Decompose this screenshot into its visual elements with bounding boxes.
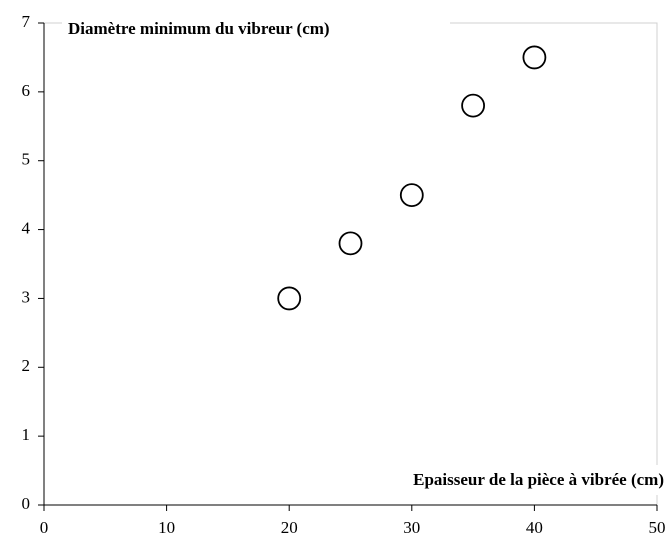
y-tick-label: 6	[22, 81, 31, 100]
y-tick-label: 1	[22, 425, 31, 444]
point	[338, 231, 363, 256]
point	[399, 183, 424, 208]
x-tick-label: 50	[649, 518, 666, 537]
plot-frame	[43, 22, 658, 506]
y-axis-label: Diamètre minimum du vibreur (cm)	[68, 19, 330, 38]
x-axis-label: Epaisseur de la pièce à vibrée (cm)	[413, 470, 664, 489]
x-tick-label: 20	[281, 518, 298, 537]
x-tick-label: 40	[526, 518, 543, 537]
point	[461, 93, 486, 118]
y-tick-label: 7	[22, 12, 31, 31]
y-tick-label: 0	[22, 494, 31, 513]
x-tick-label: 10	[158, 518, 175, 537]
x-tick-label: 30	[403, 518, 420, 537]
y-tick-label: 2	[22, 356, 31, 375]
y-tick-label: 3	[22, 287, 31, 306]
y-tick-label: 4	[22, 218, 31, 237]
point	[277, 286, 302, 311]
point	[522, 45, 547, 70]
x-tick-label: 0	[40, 518, 49, 537]
xlabel-bg	[312, 465, 668, 495]
ylabel-bg	[62, 14, 450, 44]
y-tick-label: 5	[22, 150, 31, 169]
